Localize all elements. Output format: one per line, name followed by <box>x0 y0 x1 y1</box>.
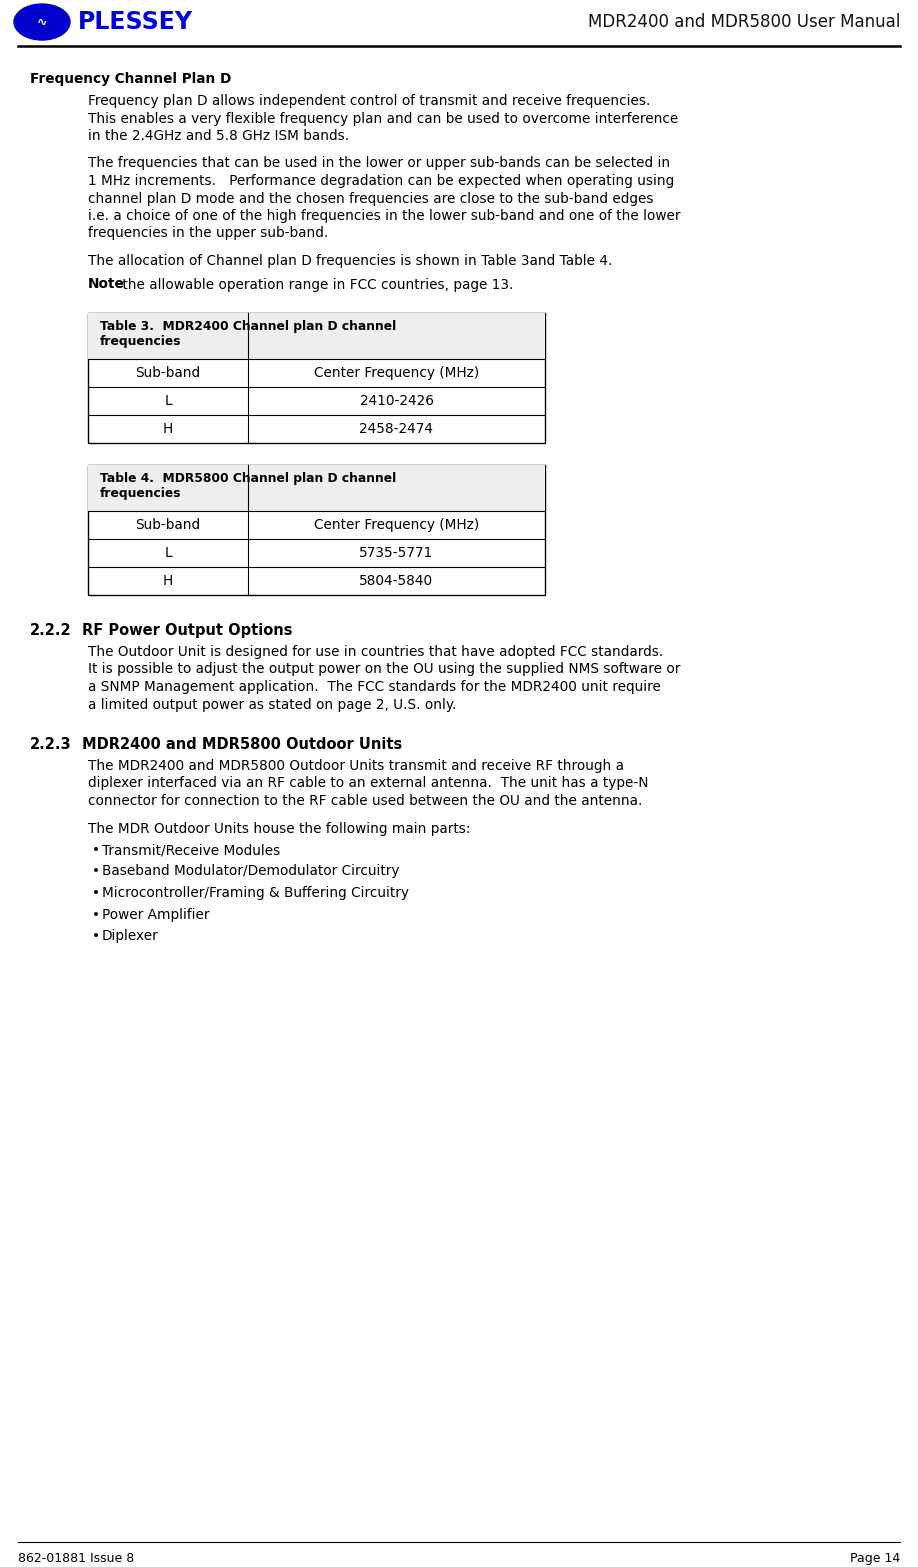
Bar <box>88 465 545 595</box>
Bar <box>88 313 545 443</box>
Text: Baseband Modulator/Demodulator Circuitry: Baseband Modulator/Demodulator Circuitry <box>102 865 399 879</box>
Text: channel plan D mode and the chosen frequencies are close to the sub-band edges: channel plan D mode and the chosen frequ… <box>88 191 654 205</box>
Text: The Outdoor Unit is designed for use in countries that have adopted FCC standard: The Outdoor Unit is designed for use in … <box>88 646 663 660</box>
Text: It is possible to adjust the output power on the OU using the supplied NMS softw: It is possible to adjust the output powe… <box>88 663 680 677</box>
Text: L: L <box>164 545 172 559</box>
Text: L: L <box>164 393 172 407</box>
Bar <box>88 465 545 511</box>
Text: •: • <box>92 843 100 857</box>
Text: 2.2.2: 2.2.2 <box>30 624 72 638</box>
Text: Note: Note <box>88 277 125 291</box>
Text: Diplexer: Diplexer <box>102 929 159 943</box>
Text: i.e. a choice of one of the high frequencies in the lower sub-band and one of th: i.e. a choice of one of the high frequen… <box>88 208 680 223</box>
Text: The allocation of Channel plan D frequencies is shown in Table 3and Table 4.: The allocation of Channel plan D frequen… <box>88 254 612 268</box>
Text: 862-01881 Issue 8: 862-01881 Issue 8 <box>18 1551 134 1565</box>
Text: Transmit/Receive Modules: Transmit/Receive Modules <box>102 843 280 857</box>
Text: Power Amplifier: Power Amplifier <box>102 907 209 921</box>
Text: 1 MHz increments.   Performance degradation can be expected when operating using: 1 MHz increments. Performance degradatio… <box>88 174 674 188</box>
Text: •: • <box>92 907 100 921</box>
Text: 2458-2474: 2458-2474 <box>360 422 433 436</box>
Text: Sub-band: Sub-band <box>136 367 200 381</box>
Text: diplexer interfaced via an RF cable to an external antenna.  The unit has a type: diplexer interfaced via an RF cable to a… <box>88 777 648 790</box>
Text: 2.2.3: 2.2.3 <box>30 736 72 752</box>
Text: 5735-5771: 5735-5771 <box>359 545 433 559</box>
Text: frequencies in the upper sub-band.: frequencies in the upper sub-band. <box>88 227 329 240</box>
Text: the allowable operation range in FCC countries, page 13.: the allowable operation range in FCC cou… <box>118 277 513 291</box>
Text: •: • <box>92 865 100 879</box>
Text: connector for connection to the RF cable used between the OU and the antenna.: connector for connection to the RF cable… <box>88 794 643 809</box>
Text: This enables a very flexible frequency plan and can be used to overcome interfer: This enables a very flexible frequency p… <box>88 111 678 125</box>
Text: a limited output power as stated on page 2, U.S. only.: a limited output power as stated on page… <box>88 697 456 711</box>
Text: Frequency plan D allows independent control of transmit and receive frequencies.: Frequency plan D allows independent cont… <box>88 94 650 108</box>
Text: MDR2400 and MDR5800 User Manual: MDR2400 and MDR5800 User Manual <box>588 13 900 31</box>
Text: Center Frequency (MHz): Center Frequency (MHz) <box>314 367 479 381</box>
Text: The MDR Outdoor Units house the following main parts:: The MDR Outdoor Units house the followin… <box>88 821 471 835</box>
Text: •: • <box>92 929 100 943</box>
Text: The frequencies that can be used in the lower or upper sub-bands can be selected: The frequencies that can be used in the … <box>88 157 670 171</box>
Bar <box>88 313 545 359</box>
Text: Table 4.  MDR5800 Channel plan D channel
frequencies: Table 4. MDR5800 Channel plan D channel … <box>100 472 397 500</box>
Text: in the 2.4GHz and 5.8 GHz ISM bands.: in the 2.4GHz and 5.8 GHz ISM bands. <box>88 128 349 143</box>
Text: H: H <box>162 574 174 588</box>
Text: 5804-5840: 5804-5840 <box>360 574 433 588</box>
Text: PLESSEY: PLESSEY <box>78 9 193 34</box>
Text: RF Power Output Options: RF Power Output Options <box>82 624 293 638</box>
Text: Page 14: Page 14 <box>850 1551 900 1565</box>
Text: •: • <box>92 885 100 899</box>
Text: H: H <box>162 422 174 436</box>
Text: Sub-band: Sub-band <box>136 519 200 533</box>
Text: a SNMP Management application.  The FCC standards for the MDR2400 unit require: a SNMP Management application. The FCC s… <box>88 680 661 694</box>
Text: Frequency Channel Plan D: Frequency Channel Plan D <box>30 72 231 86</box>
Text: Microcontroller/Framing & Buffering Circuitry: Microcontroller/Framing & Buffering Circ… <box>102 885 409 899</box>
Text: Center Frequency (MHz): Center Frequency (MHz) <box>314 519 479 533</box>
Ellipse shape <box>14 5 70 41</box>
Text: Table 3.  MDR2400 Channel plan D channel
frequencies: Table 3. MDR2400 Channel plan D channel … <box>100 320 397 348</box>
Text: ∿: ∿ <box>37 16 47 28</box>
Text: 2410-2426: 2410-2426 <box>360 393 433 407</box>
Text: MDR2400 and MDR5800 Outdoor Units: MDR2400 and MDR5800 Outdoor Units <box>82 736 402 752</box>
Text: The MDR2400 and MDR5800 Outdoor Units transmit and receive RF through a: The MDR2400 and MDR5800 Outdoor Units tr… <box>88 758 624 773</box>
